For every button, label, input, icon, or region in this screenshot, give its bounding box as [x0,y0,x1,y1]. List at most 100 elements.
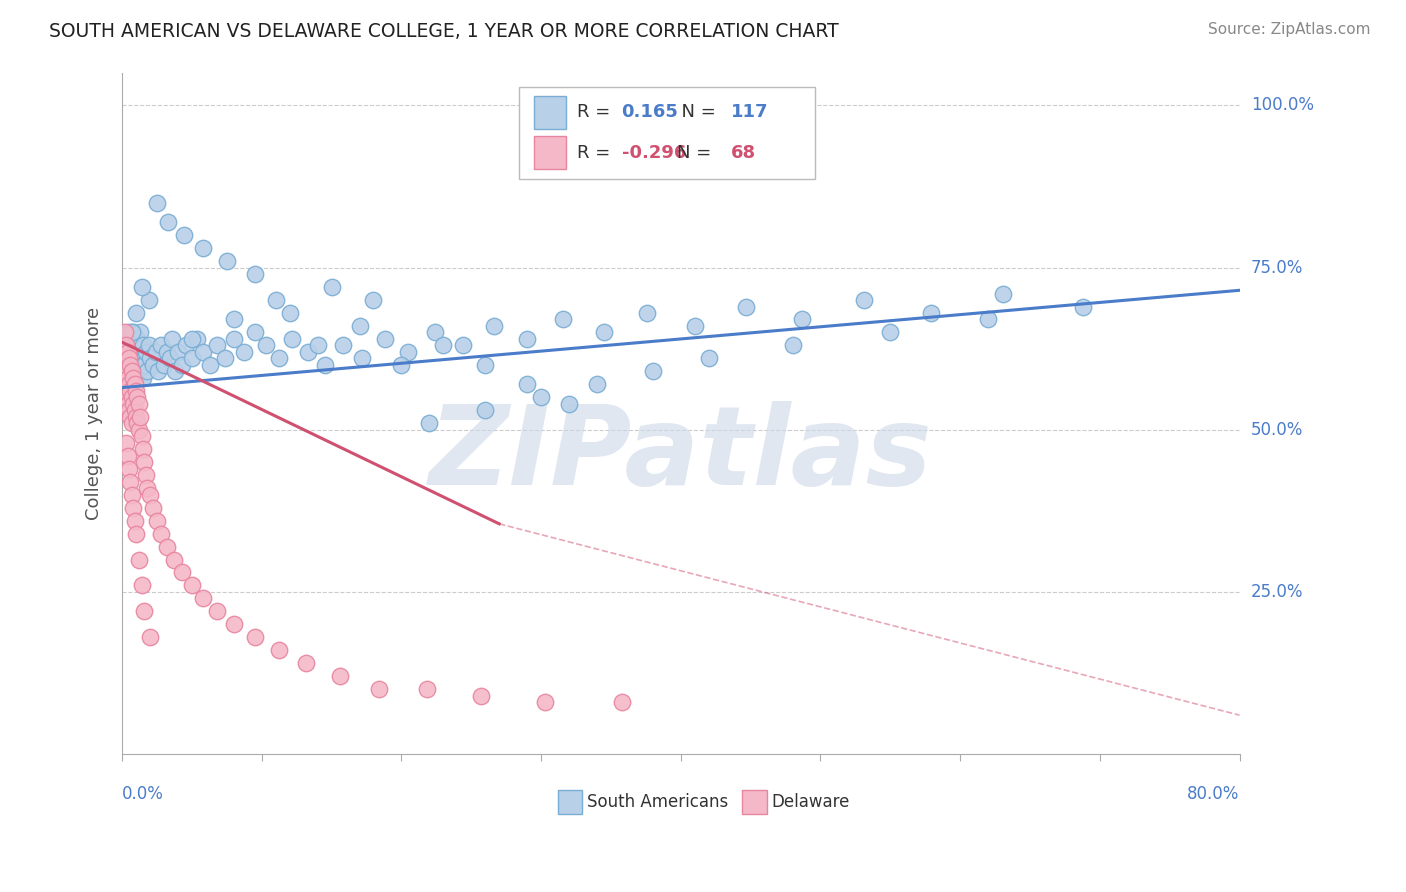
Point [157,215,180,229]
Point [124,364,146,378]
Point [131,280,153,294]
Point [115,435,138,450]
Point [124,377,146,392]
FancyBboxPatch shape [742,789,766,814]
FancyBboxPatch shape [519,87,815,178]
Point [281,332,304,346]
Text: N =: N = [669,103,721,121]
Point [117,358,139,372]
Point [307,338,329,352]
Text: Delaware: Delaware [772,793,849,811]
Text: 80.0%: 80.0% [1187,785,1240,803]
Point [191,241,214,255]
Point [129,409,152,424]
Point [474,403,496,417]
Point [118,461,141,475]
Point [115,364,138,378]
Point [121,488,143,502]
Point [314,358,336,372]
Point [125,371,148,385]
Point [180,351,202,366]
Point [451,338,474,352]
Point [368,682,391,697]
Point [142,500,165,515]
Point [222,332,245,346]
Point [176,338,198,352]
Point [115,338,138,352]
Point [125,345,148,359]
Text: N =: N = [678,144,717,161]
Point [145,345,167,359]
Text: 25.0%: 25.0% [1251,583,1303,601]
Point [920,306,942,320]
Point [329,669,352,683]
Text: Source: ZipAtlas.com: Source: ZipAtlas.com [1208,22,1371,37]
Point [641,364,664,378]
Point [295,657,318,671]
Point [180,578,202,592]
Point [115,358,138,372]
Point [115,332,138,346]
Point [135,345,157,359]
Point [114,358,136,372]
Point [553,312,575,326]
Point [254,338,277,352]
Point [852,293,875,307]
Text: 0.165: 0.165 [621,103,679,121]
Point [243,631,266,645]
Point [352,351,374,366]
Point [232,345,254,359]
Point [127,417,149,431]
Point [792,312,814,326]
Point [114,345,136,359]
Point [124,403,146,417]
Point [122,371,145,385]
Point [610,695,633,709]
Point [132,338,155,352]
Point [122,326,145,340]
Point [148,364,170,378]
Point [205,338,228,352]
Point [150,526,173,541]
Point [121,364,143,378]
Text: 75.0%: 75.0% [1251,259,1303,277]
Point [117,397,139,411]
Point [127,332,149,346]
Point [534,695,557,709]
Point [697,351,720,366]
Point [128,552,150,566]
Point [146,195,169,210]
Point [138,338,160,352]
Point [418,417,440,431]
Point [117,371,139,385]
Point [432,338,454,352]
Point [118,326,141,340]
Point [349,318,371,333]
Point [264,293,287,307]
Point [121,390,143,404]
FancyBboxPatch shape [534,96,565,128]
Point [374,332,396,346]
Point [586,377,609,392]
Point [423,326,446,340]
Text: R =: R = [576,103,616,121]
Point [391,358,413,372]
Point [530,390,553,404]
Point [267,643,290,657]
Point [112,345,135,359]
Point [118,377,141,392]
Point [172,566,194,580]
Point [173,228,195,243]
Point [129,351,152,366]
Point [191,591,214,606]
FancyBboxPatch shape [534,136,565,169]
Point [165,364,187,378]
Point [516,377,538,392]
Point [146,514,169,528]
Point [243,326,266,340]
Point [125,306,148,320]
Point [125,409,148,424]
Point [125,384,148,398]
Point [134,604,156,618]
Point [121,417,143,431]
